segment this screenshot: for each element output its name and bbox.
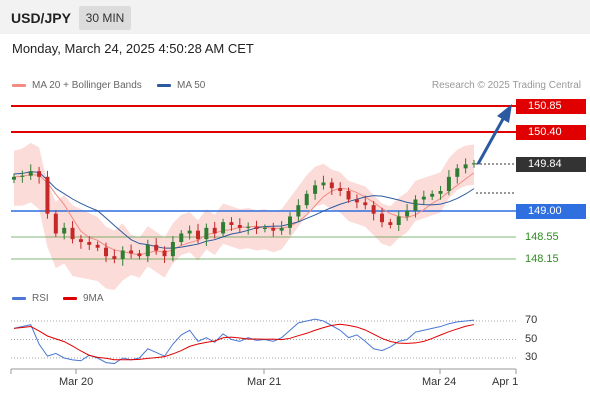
symbol-label: USD/JPY bbox=[11, 10, 71, 26]
ma9-label: 9MA bbox=[83, 293, 104, 304]
candle-body bbox=[371, 205, 376, 214]
rsi-level-50: 50 bbox=[525, 333, 538, 345]
candle-body bbox=[145, 244, 150, 257]
candle-body bbox=[296, 205, 301, 217]
candle-body bbox=[112, 256, 117, 259]
candle-body bbox=[162, 250, 167, 257]
ma50-swatch bbox=[157, 84, 171, 87]
candle-body bbox=[246, 226, 251, 228]
candle-body bbox=[221, 222, 226, 234]
candle-body bbox=[413, 199, 418, 211]
ma9-swatch bbox=[63, 297, 77, 300]
timestamp: Monday, March 24, 2025 4:50:28 AM CET bbox=[12, 41, 254, 56]
support-2-label: 148.15 bbox=[525, 253, 559, 265]
candle-body bbox=[179, 233, 184, 242]
forecast-arrow-shaft bbox=[476, 118, 505, 165]
candle-body bbox=[170, 242, 175, 257]
rsi-level-30: 30 bbox=[525, 351, 538, 363]
candle-body bbox=[12, 176, 16, 180]
candle-body bbox=[430, 193, 435, 197]
candle-body bbox=[472, 163, 476, 165]
bollinger-band bbox=[14, 142, 474, 291]
legend-ma20: MA 20 + Bollinger Bands bbox=[12, 80, 142, 91]
candle-body bbox=[463, 164, 468, 169]
candle-body bbox=[37, 171, 42, 177]
candle-body bbox=[212, 227, 217, 234]
candle-body bbox=[354, 199, 359, 203]
candle-body bbox=[313, 185, 318, 194]
candle-body bbox=[346, 191, 351, 200]
candle-body bbox=[204, 227, 209, 240]
xaxis-label-mar21: Mar 21 bbox=[247, 376, 282, 388]
rsi-label: RSI bbox=[32, 293, 49, 304]
candle-body bbox=[229, 222, 234, 225]
ma20-line bbox=[13, 172, 475, 256]
ma20-swatch bbox=[12, 84, 26, 87]
ma20-label: MA 20 + Bollinger Bands bbox=[32, 80, 142, 91]
candle-body bbox=[53, 213, 58, 234]
credit-text: Research © 2025 Trading Central bbox=[431, 80, 581, 91]
xaxis-label-apr1: Apr 1 bbox=[492, 376, 519, 388]
candle-body bbox=[396, 216, 401, 225]
candle-body bbox=[329, 182, 334, 189]
candle-body bbox=[137, 253, 142, 257]
candle-body bbox=[154, 244, 159, 251]
rsi-ma9-line bbox=[13, 323, 475, 361]
candle-body bbox=[388, 222, 393, 225]
candle-body bbox=[279, 227, 284, 231]
pivot-label: 149.00 bbox=[516, 204, 586, 219]
candle-body bbox=[20, 175, 25, 177]
candle-body bbox=[78, 239, 83, 242]
candle-body bbox=[95, 244, 100, 248]
xaxis-label-mar20: Mar 20 bbox=[59, 376, 94, 388]
candle-body bbox=[288, 216, 292, 228]
candle-body bbox=[62, 227, 67, 234]
ma50-line bbox=[13, 171, 475, 249]
candle-body bbox=[196, 230, 200, 240]
legend-rsi: RSI bbox=[12, 293, 49, 304]
candle-body bbox=[321, 182, 326, 186]
current-price-label: 149.84 bbox=[516, 157, 586, 172]
timeframe-button[interactable]: 30 MIN bbox=[79, 6, 131, 30]
candle-body bbox=[405, 210, 410, 217]
rsi-level-70: 70 bbox=[525, 314, 538, 326]
candle-body bbox=[28, 171, 33, 176]
rsi-line bbox=[13, 318, 475, 365]
legend-ma50: MA 50 bbox=[157, 80, 205, 91]
candle-body bbox=[187, 230, 192, 234]
candle-body bbox=[304, 193, 309, 206]
candle-body bbox=[120, 250, 125, 259]
candle-body bbox=[338, 188, 343, 191]
resistance-2-label: 150.85 bbox=[516, 99, 586, 114]
candle-body bbox=[129, 250, 134, 254]
candle-body bbox=[363, 202, 368, 206]
candle-body bbox=[271, 227, 276, 231]
candle-body bbox=[446, 176, 451, 191]
rsi-swatch bbox=[12, 297, 26, 300]
support-1-label: 148.55 bbox=[525, 231, 559, 243]
forecast-arrow-head bbox=[497, 104, 512, 123]
candle-body bbox=[262, 227, 267, 229]
ma50-label: MA 50 bbox=[177, 80, 206, 91]
candle-body bbox=[70, 227, 75, 240]
title-bar: USD/JPY 30 MIN bbox=[0, 0, 590, 34]
candle-body bbox=[45, 176, 50, 214]
candle-body bbox=[455, 168, 460, 177]
xaxis-label-mar24: Mar 24 bbox=[422, 376, 457, 388]
candle-body bbox=[380, 213, 384, 223]
candle-body bbox=[438, 191, 443, 194]
legend-9ma: 9MA bbox=[63, 293, 104, 304]
candle-body bbox=[237, 225, 242, 228]
candle-body bbox=[87, 242, 92, 245]
candle-body bbox=[104, 247, 108, 257]
resistance-1-label: 150.40 bbox=[516, 125, 586, 140]
candle-body bbox=[421, 196, 426, 200]
candle-body bbox=[254, 226, 259, 229]
